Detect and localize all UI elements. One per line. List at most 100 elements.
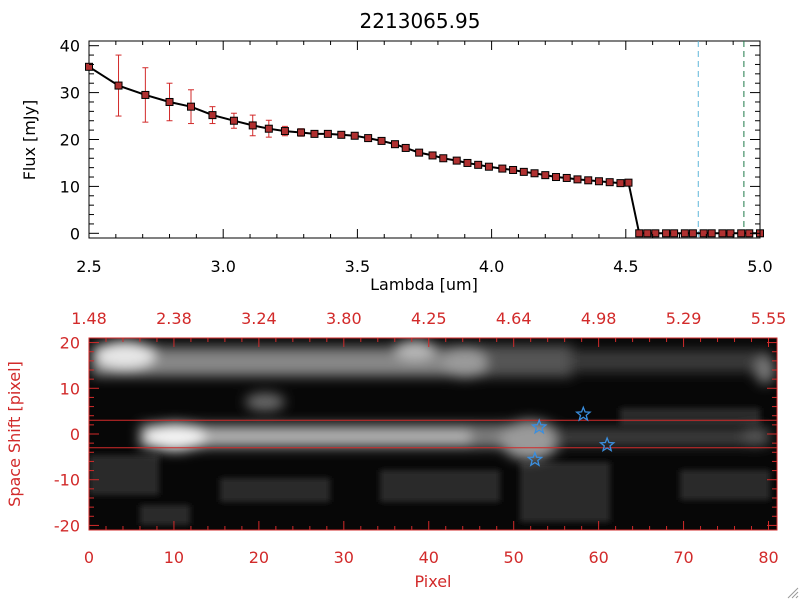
chart-title: 2213065.95 [360, 9, 481, 33]
data-point-25 [484, 162, 493, 171]
data-point-24 [474, 160, 483, 169]
data-point-31 [552, 173, 561, 182]
spectrum-panel: 2213065.95 2.5 3.0 3.5 4.0 4.5 5.0 010203040 … [20, 9, 773, 294]
shift-tick-label-3: 10 [60, 379, 80, 398]
wavelength-tick-label-4: 4.25 [411, 309, 447, 328]
wavelength-tick-label-6: 4.98 [581, 309, 617, 328]
data-point-1 [114, 81, 123, 90]
data-point-3 [165, 97, 174, 106]
source-star-icon-0 [530, 418, 548, 435]
y-tick-label-1: 10 [60, 177, 80, 196]
data-point-26 [498, 164, 507, 173]
flux-series-line [88, 65, 760, 235]
wavelength-tick-label-0: 1.48 [71, 309, 107, 328]
pixel-tick-label-8: 80 [758, 548, 778, 567]
data-point-44 [680, 229, 689, 238]
flux-series-markers [85, 62, 764, 238]
data-point-28 [519, 167, 528, 176]
data-point-45 [688, 229, 697, 238]
data-point-8 [264, 124, 273, 133]
wavelength-tick-label-3: 3.80 [326, 309, 362, 328]
data-point-12 [323, 129, 332, 138]
shift-tick-label-4: 20 [60, 334, 80, 353]
y-axis-ticks: 0 10 20 30 40 [60, 37, 760, 243]
data-point-11 [310, 129, 319, 138]
shift-tick-label-0: -20 [54, 516, 80, 535]
data-point-40 [643, 229, 652, 238]
data-point-19 [415, 148, 424, 157]
pixel-tick-label-4: 40 [419, 548, 439, 567]
data-point-33 [573, 175, 582, 184]
data-point-20 [428, 151, 437, 160]
pixel-tick-label-3: 30 [334, 548, 354, 567]
pixel-tick-label-7: 70 [673, 548, 693, 567]
data-point-30 [541, 171, 550, 180]
spectrum-plot-frame [88, 40, 761, 239]
x-tick-label-2: 3.5 [345, 257, 370, 276]
flux-line [88, 65, 760, 235]
data-point-47 [707, 229, 716, 238]
data-point-18 [401, 143, 410, 152]
data-point-2 [141, 90, 150, 99]
data-point-37 [616, 179, 625, 188]
wavelength-tick-label-8: 5.55 [751, 309, 787, 328]
data-point-34 [584, 176, 593, 185]
source-markers [526, 405, 616, 467]
extraction-aperture-lines [89, 419, 777, 449]
x-tick-label-5: 5.0 [747, 257, 772, 276]
data-point-29 [530, 169, 539, 178]
data-point-13 [337, 130, 346, 139]
data-point-35 [594, 177, 603, 186]
x-tick-label-1: 3.0 [210, 257, 235, 276]
source-star-icon-1 [575, 405, 592, 422]
data-point-48 [718, 229, 727, 238]
wavelength-tick-label-7: 5.29 [666, 309, 702, 328]
y-tick-label-3: 30 [60, 84, 80, 103]
wavelength-top-axis-ticks: 1.48 2.38 3.24 3.80 4.25 4.64 4.98 5.29 5.55 [71, 309, 786, 347]
shift-tick-label-1: -10 [54, 471, 80, 490]
data-point-43 [670, 229, 679, 238]
x-tick-label-4: 4.5 [613, 257, 638, 276]
y-tick-label-2: 20 [60, 131, 80, 150]
data-point-16 [377, 136, 386, 145]
data-point-22 [452, 156, 461, 165]
data-point-46 [699, 229, 708, 238]
data-point-50 [737, 229, 746, 238]
x-axis-ticks: 2.5 3.0 3.5 4.0 4.5 5.0 [76, 41, 773, 276]
wavelength-tick-label-2: 3.24 [241, 309, 277, 328]
data-point-9 [280, 127, 289, 136]
spectral-image [89, 338, 777, 530]
x-tick-label-3: 4.0 [479, 257, 504, 276]
pixel-tick-label-0: 0 [84, 548, 94, 567]
data-point-10 [297, 128, 306, 137]
pixel-tick-label-6: 60 [588, 548, 608, 567]
data-point-27 [509, 165, 518, 174]
x-tick-label-0: 2.5 [76, 257, 101, 276]
data-point-5 [208, 111, 217, 120]
pixel-tick-label-1: 10 [164, 548, 184, 567]
y-tick-label-4: 40 [60, 37, 80, 56]
data-point-17 [390, 140, 399, 149]
data-point-32 [562, 173, 571, 182]
space-shift-axis-label: Space Shift [pixel] [5, 361, 24, 507]
y-axis-label: Flux [mJy] [20, 100, 39, 181]
wavelength-tick-label-5: 4.64 [496, 309, 532, 328]
data-point-0 [85, 62, 93, 71]
pixel-axis-ticks: 0 10 20 30 40 50 60 70 80 [84, 521, 779, 567]
space-shift-axis-ticks: -20 -10 0 10 20 [54, 334, 777, 535]
data-point-6 [229, 116, 238, 125]
data-point-38 [624, 178, 633, 187]
data-point-36 [605, 178, 614, 187]
shift-tick-label-2: 0 [70, 425, 80, 444]
spectral-image-panel: 0 10 20 30 40 50 60 70 80 -20 -10 0 10 20 1.48 2.38 3.… [5, 309, 786, 591]
data-point-21 [439, 154, 448, 163]
resize-grip-icon[interactable] [787, 587, 799, 599]
wavelength-tick-label-1: 2.38 [156, 309, 192, 328]
y-tick-label-0: 0 [70, 224, 80, 243]
pixel-tick-label-2: 20 [249, 548, 269, 567]
wavelength-markers [697, 41, 745, 238]
source-star-icon-3 [526, 450, 544, 467]
flux-error-bars [86, 54, 318, 138]
data-point-7 [248, 121, 257, 130]
